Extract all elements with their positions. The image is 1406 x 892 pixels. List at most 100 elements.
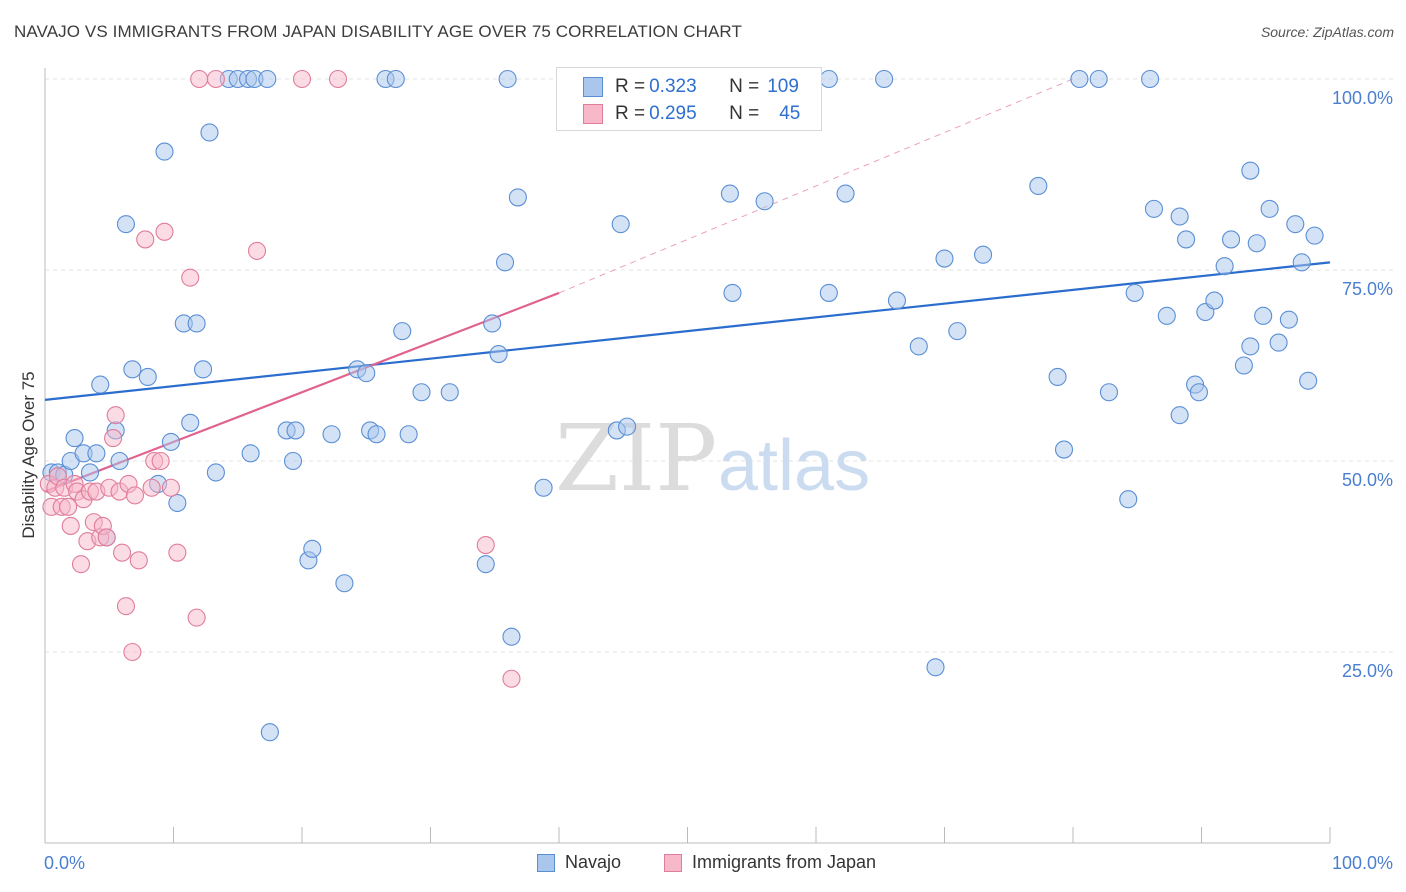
navajo-point (534, 478, 553, 497)
navajo-point (1215, 257, 1234, 276)
japan-swatch (583, 104, 603, 124)
navajo-r-label: R = (615, 76, 646, 97)
navajo-point (1170, 207, 1189, 226)
japan-point (155, 222, 174, 241)
tick-labels: 25.0% 50.0% 75.0% 100.0% 0.0% 100.0% (44, 88, 1393, 873)
japan-point (292, 69, 312, 89)
navajo-r-value: 0.323 (649, 76, 697, 97)
japan-point (106, 406, 125, 425)
navajo-point (1141, 69, 1160, 89)
navajo-point (87, 444, 106, 463)
japan-point (476, 535, 495, 555)
navajo-point (887, 291, 907, 310)
navajo-point (723, 283, 742, 302)
navajo-point (65, 429, 84, 448)
japan-point (161, 478, 180, 497)
navajo-point (200, 123, 219, 142)
navajo-point (1286, 215, 1305, 234)
navajo-point (1254, 306, 1273, 325)
japan-point (136, 230, 155, 249)
japan-point (71, 555, 91, 574)
y-tick-label: 100.0% (1332, 88, 1393, 108)
legend-item-japan: Immigrants from Japan (664, 852, 876, 873)
navajo-point (181, 413, 200, 432)
navajo-point (973, 245, 993, 264)
y-tick-label: 50.0% (1342, 470, 1393, 490)
navajo-point (1241, 161, 1260, 180)
legend: Navajo Immigrants from Japan (0, 852, 1406, 878)
navajo-point (502, 627, 521, 646)
navajo-point (1170, 406, 1189, 425)
japan-point (328, 69, 348, 89)
navajo-point (194, 360, 213, 379)
japan-n-label: N = (729, 103, 760, 124)
watermark-atlas: atlas (718, 426, 870, 506)
navajo-point (1205, 291, 1224, 310)
navajo-point (1292, 253, 1311, 272)
japan-point (206, 69, 225, 89)
watermark: ZIP atlas (555, 405, 870, 512)
japan-r-value: 0.295 (649, 103, 697, 124)
japan-trend-extension (558, 78, 1074, 294)
navajo-point (168, 493, 187, 513)
japan-point (190, 69, 209, 89)
japan-point (125, 486, 144, 505)
navajo-point (720, 184, 739, 203)
legend-navajo-label: Navajo (565, 852, 622, 872)
navajo-point (508, 188, 527, 207)
navajo-point (1099, 383, 1119, 402)
japan-point (247, 241, 267, 260)
navajo-point (1054, 440, 1074, 459)
navajo-point (755, 192, 774, 211)
navajo-point (875, 69, 894, 89)
japan-point (116, 597, 136, 616)
y-tick-label: 25.0% (1342, 661, 1393, 681)
legend-navajo-swatch (537, 853, 555, 872)
navajo-point (935, 249, 954, 268)
navajo-point (489, 344, 508, 364)
navajo-point (412, 383, 431, 402)
navajo-point (1177, 230, 1196, 249)
navajo-point (393, 322, 412, 341)
japan-r-label: R = (615, 103, 646, 124)
navajo-point (138, 367, 157, 387)
axes (44, 68, 1331, 844)
y-tick-label: 75.0% (1342, 279, 1393, 299)
japan-point (61, 516, 80, 535)
navajo-point (161, 432, 180, 451)
navajo-point (80, 463, 100, 482)
navajo-point (1125, 283, 1144, 302)
japan-point (104, 429, 123, 448)
navajo-point (498, 69, 517, 89)
navajo-point (367, 425, 386, 444)
japan-point (151, 451, 170, 471)
navajo-point (1189, 383, 1208, 402)
japan-point (97, 528, 116, 547)
legend-japan-swatch (664, 853, 682, 872)
navajo-point (1269, 333, 1288, 352)
japan-point (181, 268, 200, 287)
japan-point (129, 551, 148, 570)
navajo-point (1222, 230, 1241, 249)
japan-point (168, 543, 187, 562)
navajo-point (819, 69, 838, 89)
navajo-point (357, 364, 376, 383)
chart-title: NAVAJO VS IMMIGRANTS FROM JAPAN DISABILI… (14, 22, 742, 41)
legend-item-navajo: Navajo (537, 852, 621, 873)
navajo-point (1260, 199, 1279, 218)
navajo-point (286, 421, 305, 440)
trend-lines (44, 78, 1331, 493)
navajo-point (283, 451, 303, 471)
navajo-point (322, 425, 341, 444)
navajo-point (241, 444, 260, 463)
navajo-point (1299, 371, 1318, 390)
navajo-point (836, 184, 855, 203)
navajo-point (1089, 69, 1108, 89)
navajo-point (1157, 306, 1176, 325)
navajo-point (611, 215, 630, 234)
japan-n-value: 45 (779, 103, 801, 124)
legend-japan-label: Immigrants from Japan (692, 852, 877, 872)
navajo-point (1029, 176, 1048, 196)
navajo-point (187, 314, 206, 333)
navajo-point (1070, 69, 1089, 89)
